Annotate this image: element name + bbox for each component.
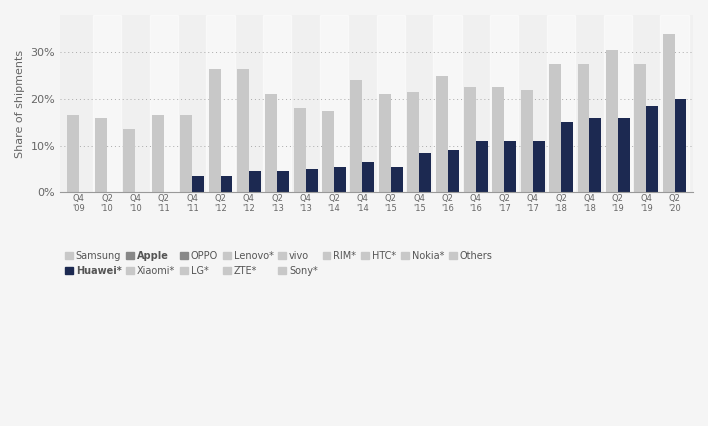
Bar — [391, 167, 403, 192]
Bar — [663, 34, 675, 192]
Bar — [379, 94, 391, 192]
Bar — [320, 15, 348, 192]
Bar — [492, 87, 504, 192]
Bar — [278, 171, 289, 192]
Bar — [67, 115, 79, 192]
Bar — [206, 15, 234, 192]
Bar — [490, 15, 518, 192]
Bar — [95, 118, 107, 192]
Bar — [646, 106, 658, 192]
Bar — [93, 15, 121, 192]
Bar — [377, 15, 405, 192]
Bar — [220, 176, 232, 192]
Bar — [634, 64, 646, 192]
Bar — [152, 115, 164, 192]
Bar — [350, 80, 362, 192]
Bar — [266, 94, 278, 192]
Bar — [578, 64, 590, 192]
Bar — [447, 150, 459, 192]
Bar — [181, 115, 192, 192]
Bar — [675, 99, 687, 192]
Bar — [435, 76, 447, 192]
Bar — [263, 15, 292, 192]
Bar — [618, 118, 629, 192]
Bar — [464, 87, 476, 192]
Bar — [521, 89, 532, 192]
Bar — [606, 50, 618, 192]
Bar — [322, 111, 334, 192]
Bar — [549, 64, 561, 192]
Legend: Samsung, Huawei*, Apple, Xiaomi*, OPPO, LG*, Lenovo*, ZTE*, vivo, Sony*, RIM*, H: Samsung, Huawei*, Apple, Xiaomi*, OPPO, … — [65, 251, 493, 276]
Bar — [419, 153, 431, 192]
Bar — [661, 15, 689, 192]
Bar — [334, 167, 346, 192]
Bar — [547, 15, 575, 192]
Bar — [532, 141, 544, 192]
Bar — [504, 141, 516, 192]
Bar — [476, 141, 488, 192]
Bar — [433, 15, 462, 192]
Bar — [192, 176, 204, 192]
Bar — [561, 122, 573, 192]
Bar — [362, 162, 375, 192]
Bar — [407, 92, 419, 192]
Bar — [237, 69, 249, 192]
Bar — [209, 69, 220, 192]
Bar — [604, 15, 632, 192]
Y-axis label: Share of shipments: Share of shipments — [15, 49, 25, 158]
Bar — [306, 169, 318, 192]
Bar — [149, 15, 178, 192]
Bar — [294, 108, 306, 192]
Bar — [249, 171, 261, 192]
Bar — [123, 129, 135, 192]
Bar — [590, 118, 601, 192]
